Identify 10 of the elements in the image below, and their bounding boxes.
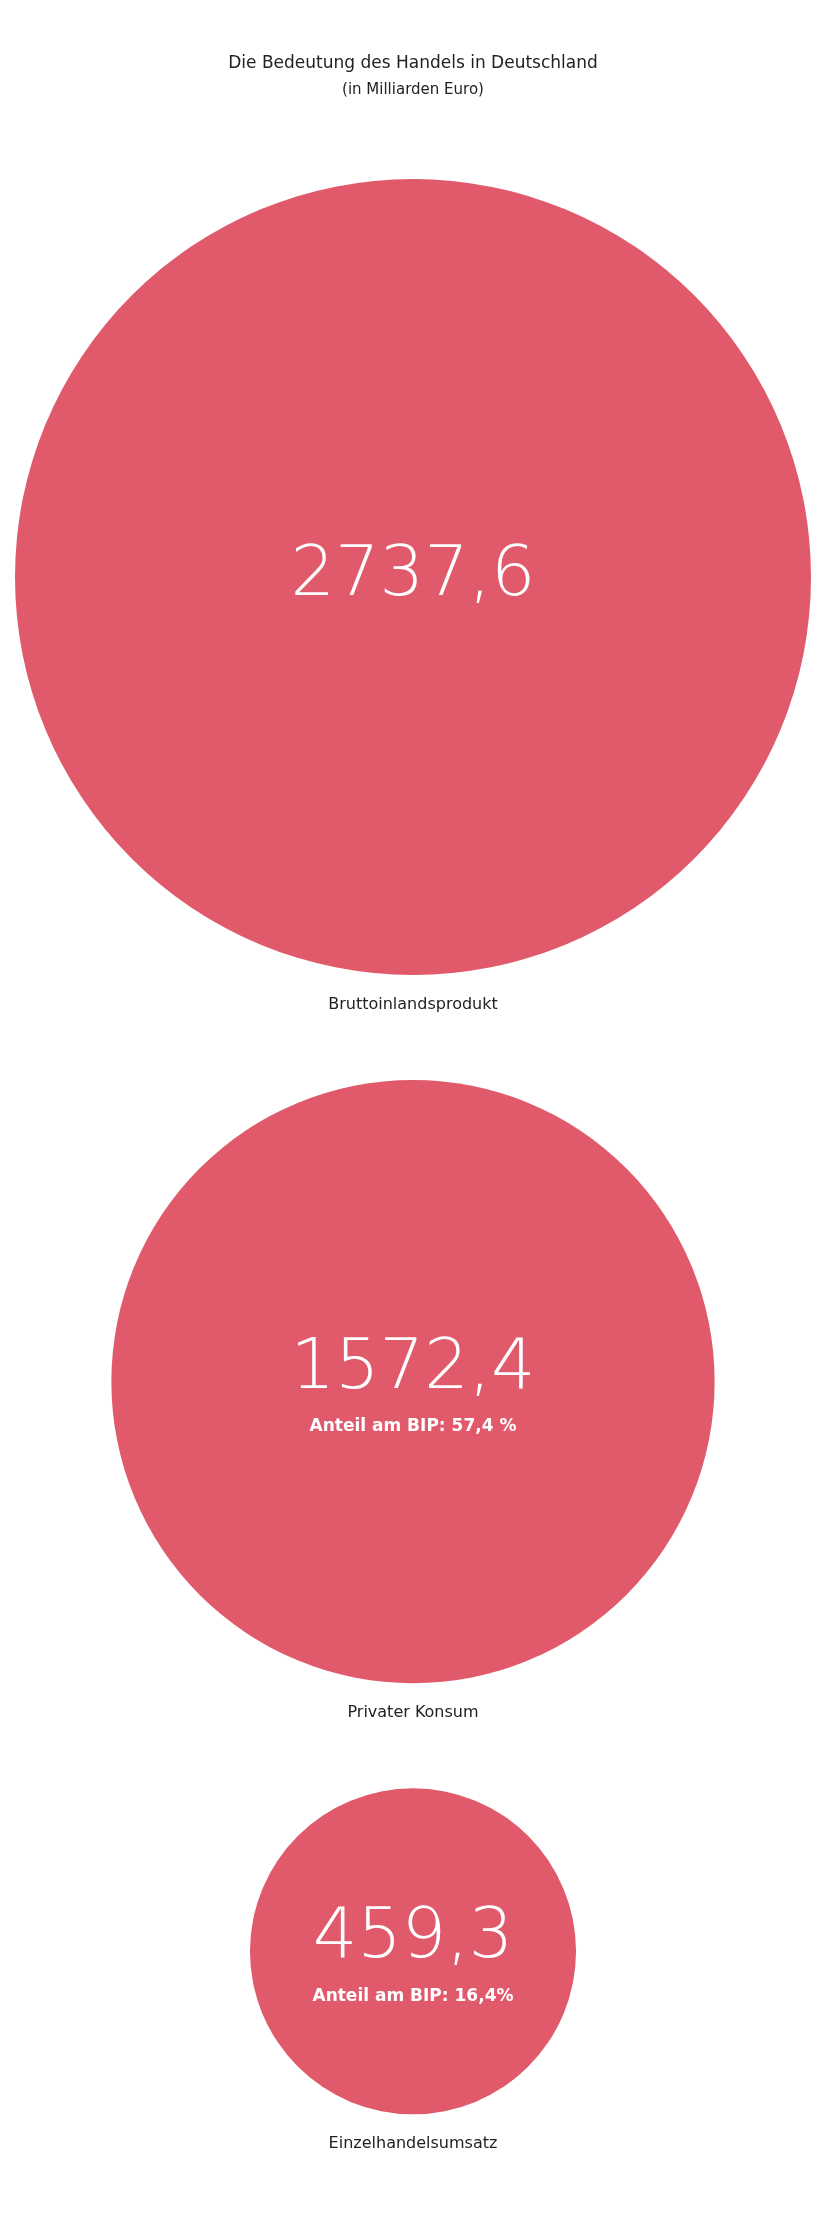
text: Anteil am BIP: 16,4% (312, 1984, 514, 2005)
category-label: Einzelhandelsumsatz (328, 2133, 498, 2153)
text: Anteil am BIP: 57,4 % (309, 1415, 517, 1436)
data-label: 459,3 (312, 1892, 514, 1975)
category-label: Privater Konsum (347, 1702, 479, 1722)
data-label: 2737,6 (290, 530, 536, 613)
category-label: Bruttoinlandsprodukt (328, 994, 498, 1014)
text: (in Milliarden Euro) (341, 80, 485, 98)
text: Die Bedeutung des Handels in Deutschland (227, 51, 599, 72)
data-label: 1572,4 (290, 1322, 536, 1405)
